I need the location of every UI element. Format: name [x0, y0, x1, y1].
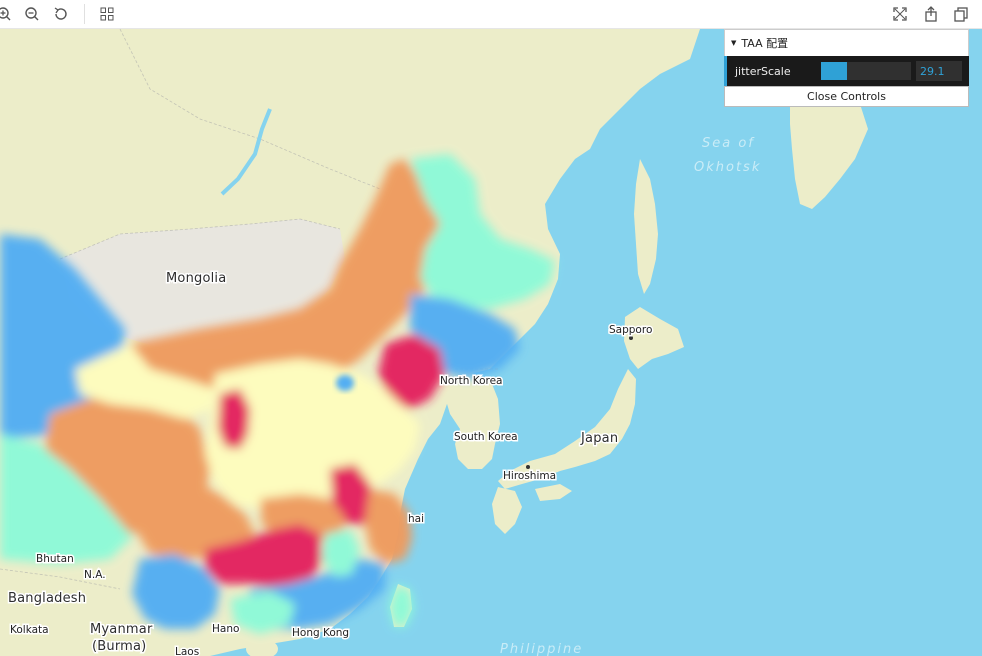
fullscreen-icon[interactable] [890, 4, 910, 24]
label-na: N.A. [84, 569, 106, 581]
heat-spot-blue [336, 375, 354, 391]
panel-title-text: TAA 配置 [741, 37, 789, 50]
param-value-input[interactable]: 29.1 [916, 61, 962, 81]
label-sea-of: Sea of [702, 136, 755, 151]
label-philippine: Philippine [500, 642, 583, 656]
heat-region-inner-mongolia-orange [130, 159, 455, 394]
param-label: jitterScale [735, 64, 791, 78]
collapse-triangle-icon[interactable]: ▼ [731, 39, 737, 47]
toolbar [0, 0, 982, 29]
lake-baikal [220, 108, 272, 196]
map-canvas[interactable]: Mongolia North Korea South Korea Japan S… [0, 29, 982, 656]
label-kolkata: Kolkata [10, 624, 49, 636]
close-controls-button[interactable]: Close Controls [724, 86, 969, 107]
label-bhutan: Bhutan [36, 553, 74, 565]
heat-region-fujian-cyan [322, 529, 360, 577]
hokkaido [624, 307, 684, 369]
heat-region-yunnan-blue [132, 554, 220, 629]
label-shanghai: hai [408, 513, 424, 525]
heat-region-east-orange [365, 489, 412, 564]
city-dot-sapporo [629, 336, 633, 340]
param-slider-fill [821, 62, 848, 80]
heat-region-southwest-cyan [0, 434, 135, 564]
sakhalin-island [634, 159, 658, 294]
heat-region-anhui-red [330, 464, 375, 524]
honshu [498, 369, 636, 489]
label-hanoi: Hano [212, 623, 239, 635]
param-row-jitter: jitterScale 29.1 [724, 56, 969, 86]
heat-region-guangdong-cyan [230, 591, 295, 634]
kyushu [492, 487, 522, 534]
panel-title[interactable]: ▼ TAA 配置 [724, 29, 969, 56]
label-mongolia: Mongolia [166, 271, 226, 286]
label-sapporo: Sapporo [609, 324, 652, 336]
heatmap-layer [0, 154, 555, 634]
label-south-korea: South Korea [454, 431, 518, 443]
korea-peninsula [445, 369, 500, 469]
controls-panel: ▼ TAA 配置 jitterScale 29.1 Close Controls [724, 29, 969, 107]
label-north-korea: North Korea [440, 375, 502, 387]
map-view[interactable]: Mongolia North Korea South Korea Japan S… [0, 29, 982, 656]
label-laos: Laos [175, 646, 199, 656]
label-hong-kong: Hong Kong [292, 627, 349, 639]
grid-icon[interactable] [97, 4, 117, 24]
label-burma: (Burma) [92, 639, 146, 654]
param-slider[interactable] [821, 62, 911, 80]
label-okhotsk: Okhotsk [694, 160, 761, 175]
zoom-in-icon[interactable] [0, 4, 14, 24]
share-icon[interactable] [921, 4, 941, 24]
label-bangladesh: Bangladesh [8, 591, 86, 606]
kamchatka [790, 89, 868, 209]
label-myanmar: Myanmar [90, 622, 153, 637]
heat-region-central-yellow [205, 359, 420, 509]
heat-region-shaanxi-red [218, 389, 250, 449]
zoom-out-icon[interactable] [22, 4, 42, 24]
heat-region-sichuan-orange [135, 479, 255, 559]
hainan-island [246, 639, 278, 656]
city-dot-hiroshima [526, 465, 530, 469]
label-hiroshima: Hiroshima [503, 470, 556, 482]
shikoku [535, 484, 572, 501]
heat-region-south-red [205, 524, 322, 589]
heat-region-taiwan-cyan [389, 585, 414, 627]
copy-icon[interactable] [951, 4, 971, 24]
label-japan: Japan [580, 431, 618, 446]
heat-region-hebei-red [378, 334, 445, 409]
toolbar-divider [84, 4, 85, 24]
reset-icon[interactable] [51, 4, 71, 24]
heat-region-northeast-cyan [410, 154, 555, 309]
